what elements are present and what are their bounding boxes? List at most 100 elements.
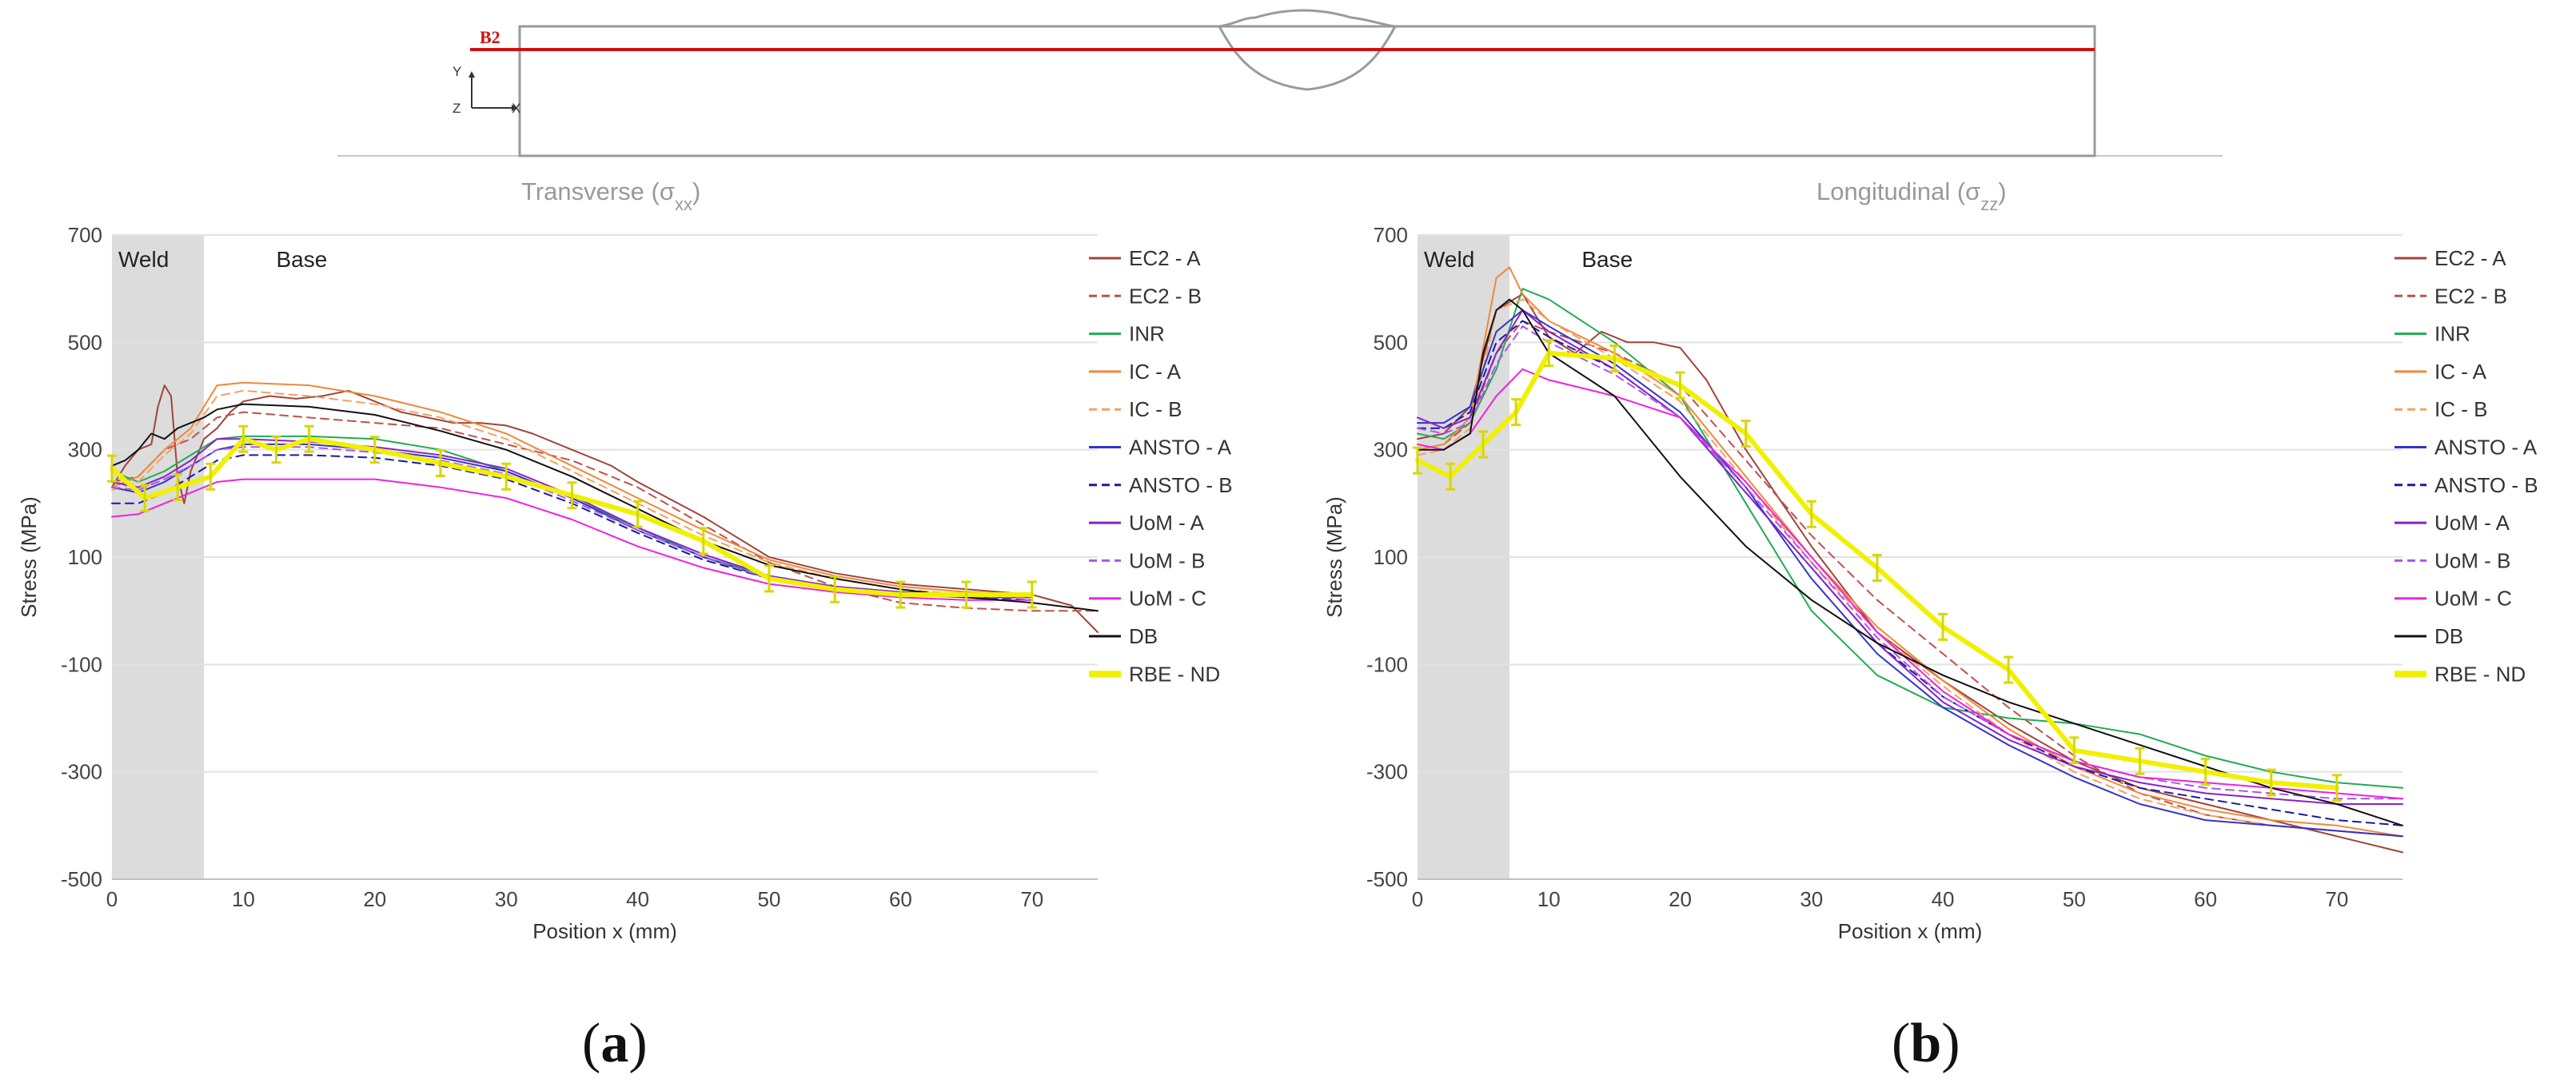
- y-tick-label: 300: [1374, 438, 1408, 462]
- series-line-uom-a: [111, 438, 1033, 595]
- y-tick-label: 100: [68, 545, 102, 569]
- series-line-ec2-b: [1417, 320, 2403, 838]
- y-tick-label: 500: [1374, 330, 1408, 354]
- schematic-plate: [518, 25, 2096, 157]
- x-tick-label: 40: [1932, 887, 1955, 911]
- x-tick-label: 50: [758, 887, 781, 911]
- region-weld-label: Weld: [118, 247, 169, 272]
- legend-label: UoM - B: [2434, 548, 2510, 572]
- legend-label: ANSTO - A: [1129, 436, 1232, 460]
- series-line-ansto-b: [1417, 320, 2403, 826]
- axis-y-label: Y: [453, 64, 461, 79]
- header-longitudinal: Longitudinal (σzz): [1816, 177, 2007, 214]
- legend-label: DB: [2434, 624, 2463, 648]
- x-tick-label: 20: [1669, 887, 1692, 911]
- x-tick-label: 30: [495, 887, 518, 911]
- series-line-db: [111, 403, 1099, 612]
- legend-label: EC2 - A: [2434, 246, 2506, 270]
- x-tick-label: 70: [2325, 887, 2348, 911]
- y-tick-label: 500: [68, 330, 102, 354]
- y-tick-label: 100: [1374, 545, 1408, 569]
- legend: EC2 - A EC2 - B INR IC - A IC - B ANSTO - A AN…: [2395, 246, 2538, 686]
- series-line-ic-b: [1417, 298, 2403, 838]
- series-line-ec2-a: [1417, 293, 2403, 854]
- legend-label: IC - B: [2434, 397, 2487, 421]
- legend-label: EC2 - A: [1129, 246, 1201, 270]
- y-tick-label: -300: [1366, 760, 1408, 784]
- y-tick-label: -500: [1366, 867, 1408, 891]
- axis-x-label: X: [512, 101, 520, 116]
- b2-label: B2: [480, 27, 500, 47]
- weld-fusion-zone: [1218, 26, 1397, 91]
- x-tick-label: 50: [2063, 887, 2086, 911]
- y-tick-label: -500: [61, 867, 102, 891]
- y-axis-label: Stress (MPa): [1322, 496, 1346, 618]
- x-tick-label: 70: [1020, 887, 1043, 911]
- legend-label: UoM - C: [1129, 587, 1206, 611]
- legend-label: IC - A: [1129, 360, 1182, 384]
- legend-label: UoM - A: [1129, 511, 1205, 535]
- x-tick-label: 30: [1800, 887, 1823, 911]
- legend-label: UoM - B: [1129, 548, 1205, 572]
- legend-label: ANSTO - B: [1129, 473, 1233, 497]
- legend: EC2 - A EC2 - B INR IC - A IC - B ANSTO - A AN…: [1089, 246, 1233, 686]
- series-line-uom-b: [111, 446, 1033, 599]
- legend-label: ANSTO - B: [2434, 473, 2538, 497]
- axis-z-label: Z: [453, 101, 461, 116]
- series-line-inr: [1417, 288, 2403, 789]
- x-tick-label: 0: [106, 887, 118, 911]
- legend-label: INR: [1129, 322, 1165, 346]
- y-tick-label: 700: [1374, 223, 1408, 247]
- series-line-uom-b: [1417, 325, 2403, 800]
- legend-label: UoM - A: [2434, 511, 2510, 535]
- series-line-inr: [111, 435, 1033, 595]
- y-tick-label: -100: [61, 652, 102, 676]
- x-tick-label: 20: [363, 887, 386, 911]
- series-line-ic-a: [111, 381, 1033, 595]
- series-line-uom-c: [1417, 368, 2403, 800]
- series-group: [107, 381, 1099, 633]
- y-axis-label: Stress (MPa): [17, 496, 41, 618]
- y-tick-label: -300: [61, 760, 102, 784]
- schematic: B2 Y Z X: [337, 9, 2223, 157]
- x-axis-label: Position x (mm): [1838, 919, 1983, 943]
- series-line-ec2-a: [111, 384, 1099, 633]
- legend-label: EC2 - B: [2434, 284, 2507, 308]
- x-tick-label: 60: [2194, 887, 2217, 911]
- x-tick-label: 40: [626, 887, 649, 911]
- region-base-label: Base: [1581, 247, 1633, 272]
- series-line-uom-a: [1417, 309, 2403, 805]
- legend-label: UoM - C: [2434, 587, 2512, 611]
- legend-label: DB: [1129, 624, 1158, 648]
- x-tick-label: 0: [1412, 887, 1423, 911]
- series-line-db: [1417, 298, 2403, 826]
- series-line-ansto-a: [111, 443, 1033, 599]
- region-base-label: Base: [277, 247, 328, 272]
- legend-label: EC2 - B: [1129, 284, 1202, 308]
- x-tick-label: 10: [232, 887, 255, 911]
- legend-label: RBE - ND: [2434, 662, 2526, 686]
- region-weld-label: Weld: [1424, 247, 1474, 272]
- series-line-rbe-nd: [110, 436, 1035, 597]
- coordinate-axes: Y Z X: [453, 64, 520, 116]
- series-line-ansto-a: [1417, 309, 2403, 838]
- legend-label: ANSTO - A: [2434, 436, 2538, 460]
- y-tick-label: 300: [68, 438, 102, 462]
- series-group: [1413, 266, 2403, 854]
- x-axis-label: Position x (mm): [532, 919, 677, 943]
- subplot-label-b: (b): [1892, 1013, 1960, 1074]
- series-line-uom-c: [111, 478, 1033, 601]
- legend-label: INR: [2434, 322, 2470, 346]
- header-transverse: Transverse (σxx): [521, 177, 700, 214]
- legend-label: RBE - ND: [1129, 662, 1220, 686]
- series-line-ic-a: [1417, 266, 2403, 838]
- x-tick-label: 60: [889, 887, 912, 911]
- y-tick-label: -100: [1366, 652, 1408, 676]
- subplot-label-a: (a): [582, 1013, 648, 1074]
- x-tick-label: 10: [1537, 887, 1561, 911]
- y-tick-label: 700: [68, 223, 102, 247]
- legend-label: IC - B: [1129, 397, 1182, 421]
